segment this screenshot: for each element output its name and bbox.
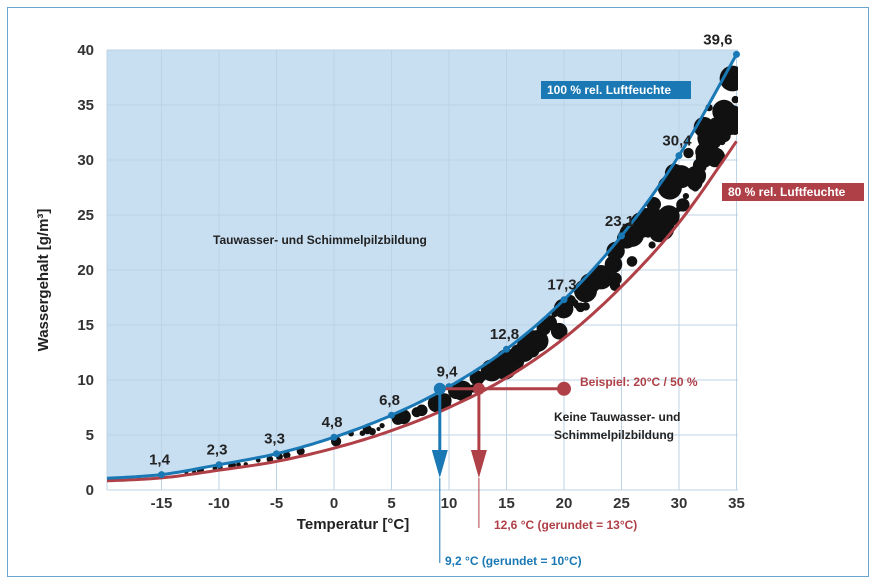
data-label: 3,3 bbox=[264, 431, 285, 448]
data-point bbox=[158, 471, 165, 479]
humidity-bubble bbox=[617, 246, 624, 253]
dewpoint-red-arrow bbox=[470, 450, 487, 478]
humidity-bubble bbox=[368, 428, 376, 436]
y-tick-label: 20 bbox=[77, 262, 94, 279]
humidity-bubble bbox=[416, 404, 428, 417]
humidity-bubble bbox=[376, 427, 381, 431]
humidity-bubble bbox=[657, 205, 680, 228]
legend-box bbox=[722, 183, 864, 201]
x-tick-label: 15 bbox=[498, 495, 515, 512]
humidity-bubble bbox=[526, 330, 549, 352]
x-tick-label: -5 bbox=[270, 495, 283, 512]
data-point bbox=[733, 50, 740, 58]
data-label: 17,3 bbox=[547, 277, 576, 294]
humidity-bubble bbox=[452, 380, 473, 401]
zone-below-label-1: Keine Tauwasser- und bbox=[554, 410, 680, 424]
humidity-bubble bbox=[676, 198, 690, 212]
humidity-bubble bbox=[648, 241, 656, 249]
humidity-bubble bbox=[581, 302, 590, 311]
humidity-bubble bbox=[728, 115, 738, 131]
x-tick-label: 0 bbox=[330, 495, 338, 512]
data-point bbox=[273, 450, 280, 458]
humidity-bubble bbox=[379, 423, 385, 429]
series-line-80 bbox=[107, 140, 738, 483]
series-line-100 bbox=[107, 53, 738, 480]
data-label: 12,8 bbox=[490, 326, 519, 343]
data-label: 1,4 bbox=[149, 452, 171, 469]
data-label: 4,8 bbox=[322, 414, 343, 431]
data-label: 39,6 bbox=[703, 31, 732, 48]
legend-box bbox=[541, 81, 691, 99]
y-tick-label: 30 bbox=[77, 152, 94, 169]
humidity-bubble bbox=[683, 147, 694, 159]
humidity-bubble bbox=[669, 165, 693, 189]
dewpoint-red-label: 12,6 °C (gerundet = 13°C) bbox=[494, 518, 637, 532]
y-tick-label: 5 bbox=[86, 427, 94, 444]
y-tick-label: 35 bbox=[77, 97, 94, 114]
y-tick-label: 25 bbox=[77, 207, 94, 224]
x-tick-label: -15 bbox=[151, 495, 173, 512]
example-point bbox=[557, 381, 571, 396]
legend-label: 100 % rel. Luftfeuchte bbox=[547, 83, 671, 97]
data-label: 9,4 bbox=[437, 364, 459, 381]
x-tick-label: 5 bbox=[387, 495, 395, 512]
x-axis-title: Temperatur [°C] bbox=[297, 516, 409, 533]
x-tick-label: -10 bbox=[208, 495, 230, 512]
data-point bbox=[388, 411, 395, 419]
humidity-bubble bbox=[462, 394, 468, 399]
x-tick-label: 35 bbox=[728, 495, 745, 512]
chart-frame: -15 -10 -5 0 5 10 15 20 25 30 35 0 5 10 15 20 25 30 35 40 1… bbox=[7, 7, 869, 577]
humidity-bubble bbox=[682, 193, 690, 200]
humidity-bubble bbox=[735, 110, 738, 115]
humidity-bubble bbox=[601, 272, 608, 279]
humidity-bubble bbox=[283, 451, 291, 459]
data-point bbox=[215, 461, 223, 469]
humidity-bubble bbox=[705, 147, 726, 168]
chart-svg: -15 -10 -5 0 5 10 15 20 25 30 35 0 5 10 15 20 25 30 35 40 1… bbox=[35, 31, 864, 568]
humidity-bubble bbox=[731, 95, 738, 104]
x-tick-label: 25 bbox=[613, 495, 630, 512]
humidity-bubble bbox=[565, 305, 572, 312]
humidity-bubble bbox=[550, 322, 568, 340]
x-tick-label: 10 bbox=[441, 495, 458, 512]
humidity-bubble bbox=[670, 186, 679, 195]
y-axis-title: Wassergehalt [g/m³] bbox=[35, 209, 52, 352]
data-label: 2,3 bbox=[207, 442, 228, 459]
y-tick-label: 0 bbox=[86, 482, 94, 499]
x-tick-label: 20 bbox=[556, 495, 573, 512]
data-label: 6,8 bbox=[379, 392, 400, 409]
zone-above-label: Tauwasser- und Schimmelpilzbildung bbox=[213, 233, 427, 247]
zone-below-label-2: Schimmelpilzbildung bbox=[554, 428, 674, 442]
legend-label: 80 % rel. Luftfeuchte bbox=[728, 185, 846, 199]
data-point bbox=[618, 232, 625, 240]
dewpoint-blue-arrow bbox=[431, 450, 448, 478]
y-tick-label: 15 bbox=[77, 317, 94, 334]
humidity-bubble bbox=[626, 256, 638, 267]
humidity-bubble bbox=[588, 265, 614, 290]
condensation-zone bbox=[107, 50, 738, 479]
data-point bbox=[675, 152, 683, 160]
example-label: Beispiel: 20°C / 50 % bbox=[580, 375, 698, 389]
data-label: 30,4 bbox=[662, 133, 692, 150]
dewpoint-blue-label: 9,2 °C (gerundet = 10°C) bbox=[445, 554, 582, 568]
y-tick-label: 40 bbox=[77, 42, 94, 59]
data-point bbox=[330, 433, 338, 441]
humidity-bubble bbox=[691, 183, 700, 192]
data-label: 23,1 bbox=[605, 213, 634, 230]
x-tick-label: 30 bbox=[671, 495, 688, 512]
data-point bbox=[503, 345, 510, 353]
y-tick-label: 10 bbox=[77, 372, 94, 389]
data-point bbox=[560, 296, 568, 304]
